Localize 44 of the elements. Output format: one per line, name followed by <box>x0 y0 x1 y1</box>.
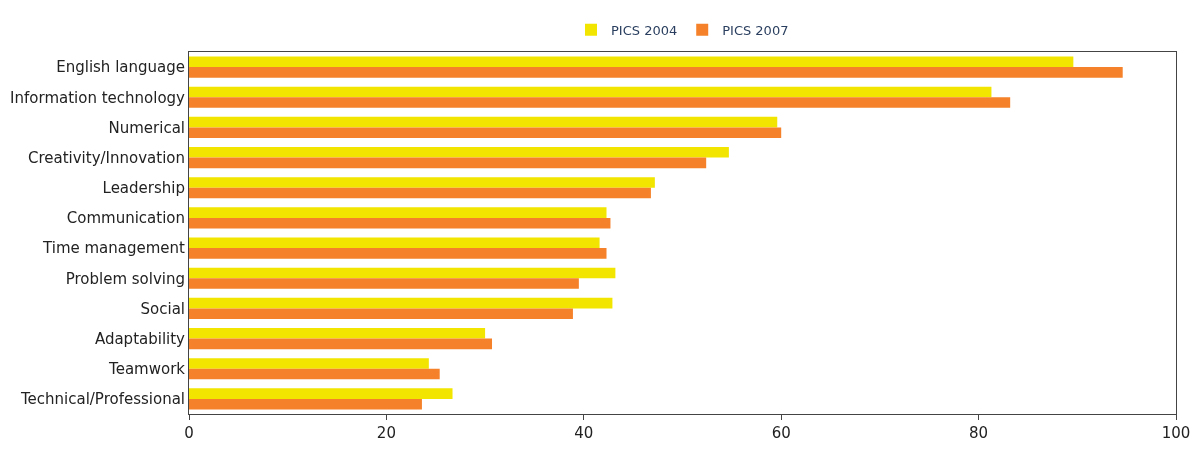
y-tick-label: Communication <box>66 209 185 228</box>
bar <box>189 338 493 350</box>
bar <box>189 86 992 98</box>
bar <box>189 217 611 229</box>
bar <box>189 157 707 169</box>
bar <box>189 308 573 319</box>
bar <box>189 67 1123 78</box>
bar <box>189 207 607 218</box>
x-tick-label: 0 <box>184 424 194 442</box>
bar <box>189 398 422 410</box>
bar <box>189 328 486 339</box>
y-tick-label: Adaptability <box>94 329 186 348</box>
bar <box>189 248 607 259</box>
legend-label: PICS 2004 <box>611 22 678 38</box>
bar <box>189 147 729 158</box>
y-tick-label: Teamwork <box>108 360 186 378</box>
y-tick-label: Numerical <box>108 118 185 137</box>
bar <box>189 278 579 289</box>
bar <box>189 388 453 399</box>
x-tick-label: 60 <box>771 424 791 442</box>
bar <box>189 297 613 309</box>
bar <box>189 97 1011 108</box>
y-tick-label: Time management <box>42 239 186 258</box>
x-tick-label: 20 <box>376 424 396 442</box>
bar <box>189 187 651 199</box>
x-tick-label: 100 <box>1161 424 1191 442</box>
bar <box>189 116 778 128</box>
y-tick-label: English language <box>56 58 185 77</box>
bar <box>189 368 440 380</box>
x-tick-label: 80 <box>969 424 989 442</box>
y-tick-label: Social <box>140 299 185 318</box>
y-tick-label: Problem solving <box>65 269 185 288</box>
bar <box>189 267 616 279</box>
y-tick-label: Technical/Professional <box>19 390 185 409</box>
bar <box>189 56 1074 68</box>
bar <box>189 358 429 369</box>
y-tick-label: Creativity/Innovation <box>27 148 185 167</box>
x-tick-label: 40 <box>574 424 594 442</box>
legend-label: PICS 2007 <box>722 22 789 38</box>
y-tick-label: Leadership <box>102 179 185 197</box>
y-tick-label: Information technology <box>10 88 186 107</box>
bar <box>189 237 600 249</box>
bar <box>189 177 655 188</box>
bar <box>189 127 782 138</box>
